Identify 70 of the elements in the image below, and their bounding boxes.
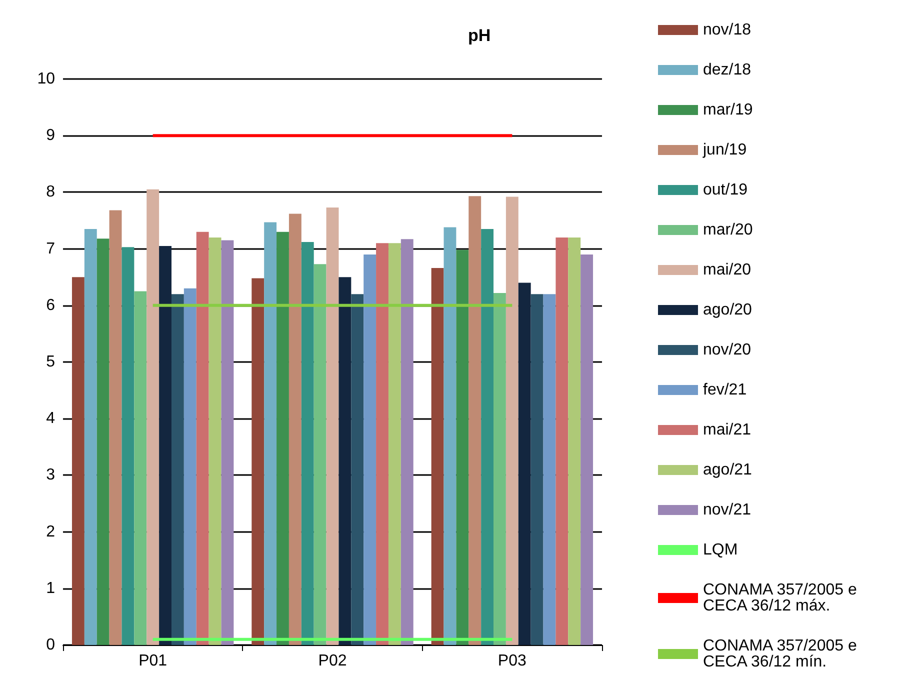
bar — [264, 222, 277, 645]
legend-label: fev/21 — [703, 382, 747, 398]
bar — [338, 277, 352, 645]
bar — [400, 239, 414, 645]
bar — [543, 294, 556, 645]
bar — [431, 268, 444, 645]
legend-label: mai/20 — [703, 262, 752, 278]
y-tick-label: 9 — [46, 127, 56, 144]
y-tick-label: 6 — [46, 296, 56, 314]
x-tick-label: P03 — [498, 652, 527, 670]
bar — [288, 214, 302, 645]
bar — [252, 278, 264, 645]
bar — [388, 243, 401, 645]
bar — [159, 246, 172, 645]
bar — [196, 232, 209, 645]
bar — [96, 238, 110, 645]
bar — [84, 228, 97, 645]
y-tick-label: 10 — [37, 70, 56, 88]
bar — [364, 254, 376, 645]
bar — [568, 237, 581, 645]
bar — [122, 247, 134, 645]
legend-label: CONAMA 357/2005 e CECA 36/12 máx. — [703, 582, 862, 614]
x-tick-label: P02 — [318, 652, 347, 670]
bar — [134, 291, 147, 645]
legend-label: mar/19 — [703, 102, 753, 118]
legend-label: jun/19 — [702, 142, 747, 158]
bar — [326, 207, 339, 645]
bar — [518, 282, 531, 645]
bar — [276, 232, 289, 645]
bar — [221, 240, 234, 645]
bar — [376, 243, 388, 645]
legend-label: nov/20 — [703, 342, 752, 358]
bar — [556, 237, 568, 645]
y-tick-label: 8 — [46, 184, 56, 201]
legend-label: nov/21 — [703, 502, 752, 518]
bar — [506, 196, 518, 645]
bar — [444, 227, 456, 645]
bar — [184, 288, 196, 645]
legend-label: mai/21 — [703, 422, 752, 438]
legend-label: ago/20 — [703, 302, 752, 318]
bar — [314, 264, 326, 645]
y-tick-label: 7 — [46, 240, 56, 258]
legend-label: nov/18 — [703, 22, 752, 38]
chart-title: pH — [468, 26, 491, 45]
x-tick-label: P01 — [138, 652, 168, 670]
bar — [530, 294, 544, 645]
bar — [351, 294, 364, 645]
legend-label: mar/20 — [703, 222, 753, 238]
y-tick-label: 1 — [46, 580, 56, 597]
bar — [171, 294, 184, 645]
bar — [481, 228, 494, 645]
y-tick-label: 5 — [46, 354, 56, 370]
bar — [301, 242, 314, 645]
y-tick-label: 4 — [46, 410, 56, 428]
bar — [72, 277, 84, 645]
bar — [468, 196, 482, 645]
legend-label: out/19 — [703, 182, 748, 198]
y-tick-label: 0 — [46, 636, 56, 654]
bar — [494, 292, 506, 645]
bar — [146, 189, 160, 645]
bar — [456, 250, 469, 645]
legend-label: CONAMA 357/2005 e CECA 36/12 mín. — [703, 638, 862, 670]
bar — [580, 254, 594, 645]
legend-label: ago/21 — [703, 462, 752, 478]
legend-label: dez/18 — [703, 62, 752, 78]
y-tick-label: 3 — [46, 466, 56, 484]
bar — [208, 237, 222, 645]
y-tick-label: 2 — [46, 523, 56, 540]
bar — [109, 210, 122, 645]
legend-label: LQM — [703, 542, 738, 558]
